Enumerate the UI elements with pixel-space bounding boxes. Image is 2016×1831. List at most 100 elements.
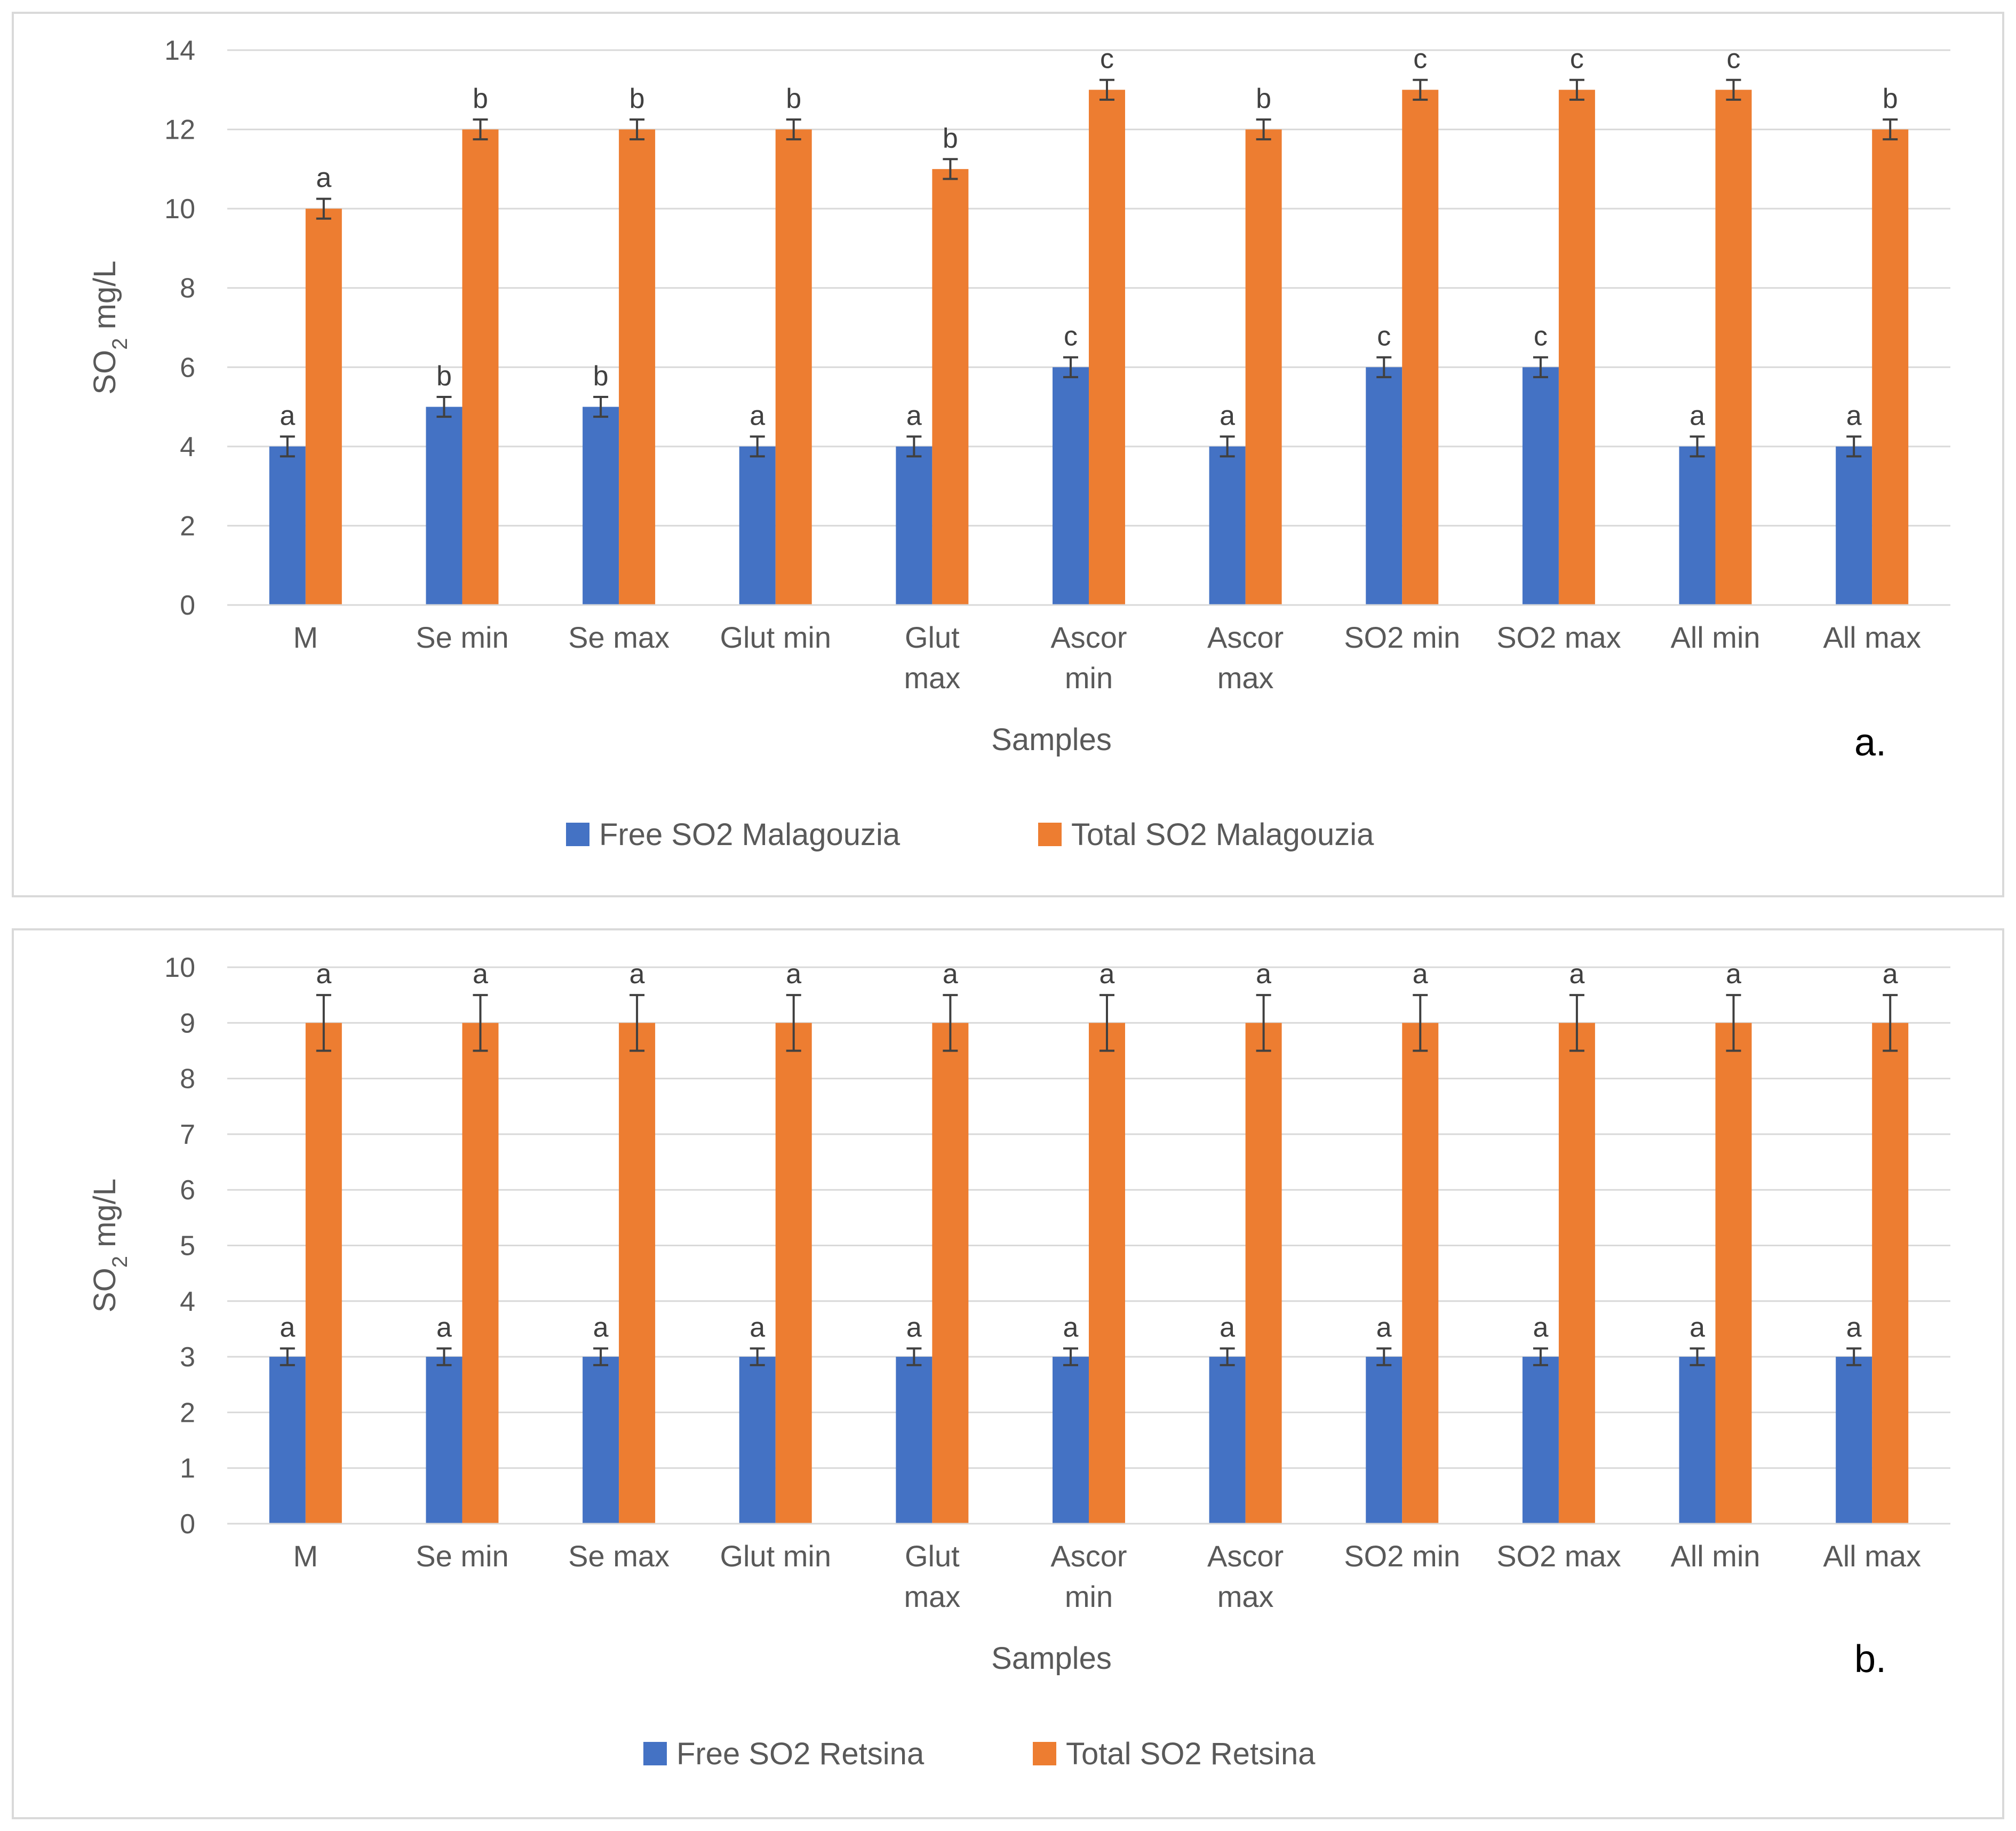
- legend-label-total: Total SO2 Malagouzia: [1071, 817, 1374, 852]
- significance-label: a: [1846, 400, 1862, 431]
- bar-free: [896, 446, 933, 605]
- significance-label: a: [473, 959, 488, 990]
- x-category-label: Ascor max: [1207, 1539, 1284, 1613]
- bar-free: [1522, 367, 1559, 605]
- bar-free: [1679, 1357, 1716, 1524]
- legend-label-free: Free SO2 Malagouzia: [599, 817, 901, 852]
- y-tick-label: 1: [180, 1453, 195, 1484]
- x-axis-title: Samples: [991, 722, 1112, 757]
- bar-chart-a: 0 2 4 6 8 10 12 14 SO2 mg/L a a Mb b Se min b b Se max a b…: [87, 35, 1950, 852]
- significance-label: c: [1534, 321, 1548, 352]
- x-category-label: SO2 min: [1344, 620, 1460, 654]
- panel-label: a.: [1854, 721, 1886, 764]
- bar-total: [775, 129, 812, 606]
- bar-total: [1872, 1023, 1909, 1524]
- bar-free: [426, 407, 463, 605]
- significance-label: a: [280, 400, 295, 431]
- y-tick-label: 8: [180, 1064, 195, 1095]
- x-category-label: All min: [1671, 1539, 1760, 1573]
- x-category-label: All max: [1823, 1539, 1921, 1573]
- bar-free: [1209, 446, 1246, 605]
- x-category-label: Se max: [568, 620, 670, 654]
- y-tick-label: 10: [164, 952, 195, 983]
- significance-label: a: [1220, 400, 1235, 431]
- y-tick-label: 10: [164, 194, 195, 225]
- bar-free: [269, 446, 306, 605]
- significance-label: a: [1569, 959, 1584, 990]
- bar-free: [1836, 446, 1872, 605]
- significance-label: b: [943, 123, 958, 154]
- significance-label: a: [943, 959, 958, 990]
- y-axis-title: SO2 mg/L: [87, 260, 132, 394]
- significance-label: a: [1413, 959, 1428, 990]
- y-tick-label: 2: [180, 511, 195, 542]
- panel-label: b.: [1854, 1638, 1886, 1681]
- x-category-label: Ascor min: [1050, 620, 1127, 695]
- bar-free: [739, 1357, 776, 1524]
- bar-chart-b: 0 1 2 3 4 5 6 7 8 9 10 SO2 mg/L a a Ma a Se min a a Se max a…: [87, 952, 1950, 1771]
- bar-free: [1053, 1357, 1089, 1524]
- y-tick-label: 3: [180, 1342, 195, 1373]
- significance-label: b: [629, 83, 645, 114]
- x-category-label: Se min: [416, 620, 508, 654]
- significance-label: a: [906, 400, 922, 431]
- significance-label: a: [1690, 400, 1705, 431]
- bar-total: [619, 1023, 656, 1524]
- legend-swatch-free: [566, 823, 589, 846]
- significance-label: a: [436, 1312, 452, 1343]
- x-category-label: Ascor max: [1207, 620, 1284, 695]
- legend-label-free: Free SO2 Retsina: [676, 1737, 925, 1771]
- x-category-label: SO2 max: [1496, 1539, 1621, 1573]
- bar-total: [1715, 1023, 1752, 1524]
- significance-label: c: [1100, 44, 1114, 75]
- x-category-label: M: [293, 620, 318, 654]
- significance-label: a: [1220, 1312, 1235, 1343]
- legend-swatch-total: [1033, 1742, 1056, 1765]
- x-axis-title: Samples: [991, 1641, 1112, 1676]
- x-category-label: Glut min: [720, 620, 831, 654]
- bar-free: [1366, 367, 1403, 605]
- significance-label: b: [1256, 83, 1271, 114]
- bar-free: [1836, 1357, 1872, 1524]
- bar-total: [619, 129, 656, 606]
- y-tick-label: 4: [180, 432, 195, 463]
- x-category-label: SO2 min: [1344, 1539, 1460, 1573]
- significance-label: b: [1883, 83, 1898, 114]
- y-tick-label: 4: [180, 1286, 195, 1317]
- y-tick-label: 12: [164, 115, 195, 146]
- significance-label: a: [629, 959, 645, 990]
- significance-label: c: [1377, 321, 1391, 352]
- bar-total: [462, 129, 499, 606]
- significance-label: a: [1063, 1312, 1079, 1343]
- x-category-label: All max: [1823, 620, 1921, 654]
- significance-label: a: [1376, 1312, 1392, 1343]
- y-tick-label: 14: [164, 35, 195, 66]
- bar-total: [1089, 1023, 1125, 1524]
- bar-total: [932, 1023, 969, 1524]
- x-category-label: M: [293, 1539, 318, 1573]
- bar-free: [269, 1357, 306, 1524]
- bar-free: [426, 1357, 463, 1524]
- significance-label: a: [1099, 959, 1115, 990]
- bar-total: [932, 169, 969, 605]
- y-axis-title: SO2 mg/L: [87, 1179, 132, 1312]
- x-category-label: Ascor min: [1050, 1539, 1127, 1613]
- x-category-label: SO2 max: [1496, 620, 1621, 654]
- legend-label-total: Total SO2 Retsina: [1066, 1737, 1316, 1771]
- bar-free: [1522, 1357, 1559, 1524]
- y-tick-label: 0: [180, 590, 195, 621]
- bar-total: [1402, 1023, 1439, 1524]
- significance-label: a: [906, 1312, 922, 1343]
- x-category-label: Se max: [568, 1539, 670, 1573]
- bar-free: [1679, 446, 1716, 605]
- bar-total: [1245, 129, 1282, 606]
- significance-label: a: [1533, 1312, 1548, 1343]
- y-tick-label: 6: [180, 1175, 195, 1206]
- bar-total: [1089, 90, 1125, 606]
- bar-total: [1872, 129, 1909, 606]
- significance-label: a: [1846, 1312, 1862, 1343]
- legend-swatch-free: [643, 1742, 667, 1765]
- y-tick-label: 9: [180, 1008, 195, 1039]
